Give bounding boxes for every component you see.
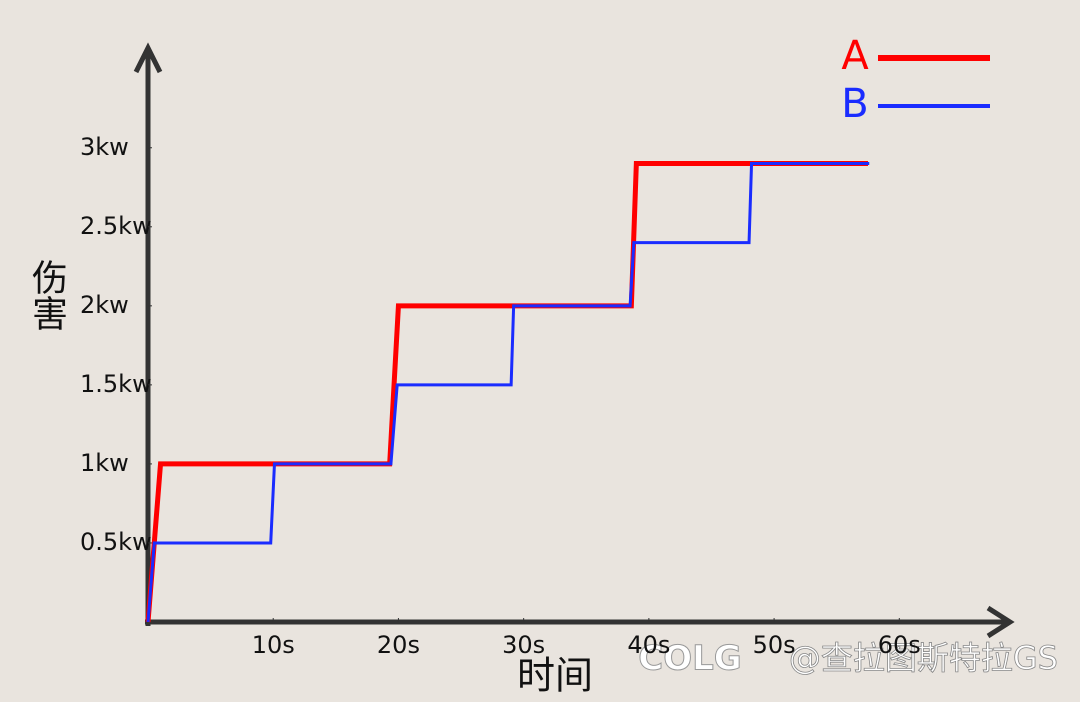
x-arrow: [986, 605, 1015, 639]
series-line: [146, 162, 870, 623]
axes: [133, 42, 1015, 639]
y-tick-label: 1kw: [80, 449, 129, 477]
logo: COLG: [638, 639, 741, 679]
x-tick-label: 60s: [878, 631, 921, 659]
watermark: @查拉图斯特拉GS: [789, 639, 1058, 677]
x-tick-label: 50s: [753, 631, 796, 659]
y-tick-label: 2.5kw: [80, 212, 152, 240]
x-tick-label: 20s: [377, 631, 420, 659]
y-tick-label: 0.5kw: [80, 528, 152, 556]
y-arrow: [133, 42, 163, 74]
x-axis-label: 时间: [517, 654, 593, 698]
y-tick-label: 2kw: [80, 291, 129, 319]
y-tick-label: 3kw: [80, 133, 129, 161]
x-tick-label: 30s: [502, 631, 545, 659]
y-tick-label: 1.5kw: [80, 370, 152, 398]
series-line: [145, 161, 868, 623]
x-tick-label: 10s: [252, 631, 295, 659]
legend-label: B: [841, 81, 868, 127]
legend-label: A: [841, 33, 869, 79]
y-axis-label: 伤害: [26, 259, 68, 331]
x-tick-label: 40s: [627, 631, 670, 659]
